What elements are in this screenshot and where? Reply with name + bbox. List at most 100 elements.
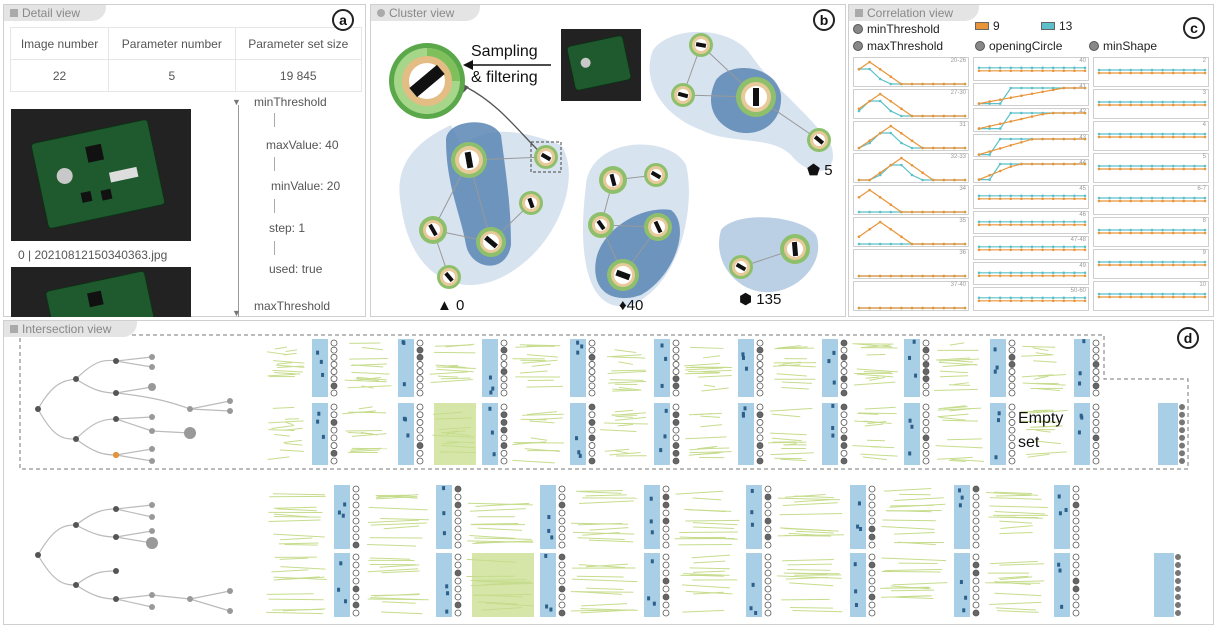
tree-tick: [274, 113, 275, 127]
legend-series-9[interactable]: 9: [975, 19, 1000, 33]
cluster-label-5: ⬟ 5: [807, 161, 833, 179]
legend-text: maxThreshold: [867, 39, 944, 53]
detail-view-panel: Detail view a Image number Parameter num…: [3, 4, 366, 318]
correlation-cell[interactable]: 2: [1093, 57, 1209, 87]
sampling-label: Sampling & filtering: [471, 39, 538, 91]
correlation-cell[interactable]: 40: [973, 57, 1089, 81]
stats-value-row: 22 5 19 845: [9, 59, 363, 92]
diamond-icon: ♦: [619, 297, 627, 314]
correlation-view-header: Correlation view: [849, 5, 980, 21]
circle-icon: [377, 9, 385, 17]
correlation-cell-label: 46: [1079, 211, 1086, 218]
cluster-value-5: 5: [824, 162, 833, 179]
correlation-cell[interactable]: 4: [1093, 121, 1209, 151]
correlation-cell-label: 8: [1202, 218, 1206, 224]
correlation-cell-label: 43: [1079, 134, 1086, 141]
correlation-cell[interactable]: 20-26: [853, 57, 969, 87]
correlation-cell[interactable]: 5: [1093, 153, 1209, 183]
cluster-label-40: ♦40: [619, 297, 643, 314]
tree-used: used: true: [269, 262, 323, 276]
correlation-cell-label: 40: [1079, 58, 1086, 64]
correlation-cell[interactable]: 43: [973, 133, 1089, 158]
intersection-icon: [10, 325, 18, 333]
correlation-cell[interactable]: 50-60: [973, 287, 1089, 311]
header-parameter-number: Parameter number: [108, 27, 236, 60]
empty-line-1: Empty: [1018, 410, 1064, 427]
legend-series-13[interactable]: 13: [1041, 19, 1072, 33]
correlation-cell[interactable]: 37-40: [853, 281, 969, 311]
collapse-arrow-icon[interactable]: ▼: [232, 308, 241, 318]
empty-set-label: Empty set: [1018, 407, 1063, 455]
image-caption: 0 | 20210812150340363.jpg: [18, 248, 168, 262]
correlation-cell[interactable]: 32-33: [853, 153, 969, 183]
correlation-cell-label: 6-7: [1197, 186, 1206, 192]
legend-minthreshold[interactable]: minThreshold: [853, 22, 940, 36]
header-image-number: Image number: [9, 27, 110, 60]
cluster-graph[interactable]: [371, 5, 847, 318]
tree-param-maxthreshold[interactable]: maxThreshold: [254, 299, 331, 313]
legend-openingcircle[interactable]: openingCircle: [975, 39, 1062, 53]
correlation-cell[interactable]: 46: [973, 210, 1089, 235]
correlation-cell-label: 9: [1202, 250, 1206, 256]
correlation-cell[interactable]: 49: [973, 261, 1089, 286]
correlation-cell[interactable]: 3: [1093, 89, 1209, 119]
tree-connector: [238, 105, 239, 317]
intersection-matrix: [266, 339, 1185, 617]
correlation-cell[interactable]: 36: [853, 249, 969, 279]
correlation-cell-label: 47-48: [1070, 237, 1086, 244]
correlation-view-badge: c: [1183, 17, 1205, 39]
correlation-cell[interactable]: 31: [853, 121, 969, 151]
sample-image-thumbnail[interactable]: [561, 29, 641, 101]
correlation-cell-label: 2: [1202, 58, 1206, 64]
correlation-cell-label: 49: [1079, 262, 1086, 269]
tree-tick: [274, 241, 275, 255]
pentagon-icon: ⬟: [807, 162, 821, 179]
correlation-cell-label: 4: [1202, 122, 1206, 128]
image-thumbnail-2[interactable]: [11, 267, 191, 317]
cluster-node-group[interactable]: [389, 33, 831, 291]
header-parameter-set-size: Parameter set size: [234, 27, 363, 60]
correlation-cell[interactable]: 41: [973, 82, 1089, 107]
stats-table: Image number Parameter number Parameter …: [9, 27, 363, 92]
collapse-arrow-icon[interactable]: ▼: [232, 97, 241, 107]
correlation-cell[interactable]: 35: [853, 217, 969, 247]
tree-maxvalue: maxValue: 40: [266, 138, 339, 152]
correlation-cell-label: 10: [1199, 282, 1206, 288]
correlation-cell-label: 41: [1079, 83, 1086, 90]
correlation-cell[interactable]: 44: [973, 159, 1089, 183]
cluster-value-0: 0: [456, 297, 465, 314]
correlation-cell-label: 20-26: [950, 58, 966, 64]
tree-param-minthreshold[interactable]: minThreshold: [254, 95, 327, 109]
correlation-cell[interactable]: 10: [1093, 281, 1209, 311]
cluster-value-135: 135: [756, 291, 782, 308]
correlation-cell[interactable]: 42: [973, 108, 1089, 132]
legend-minshape[interactable]: minShape: [1089, 39, 1157, 53]
legend-text: minThreshold: [867, 22, 940, 36]
correlation-cell-label: 27-30: [950, 90, 966, 96]
correlation-cell-label: 34: [959, 186, 966, 192]
detail-view-badge: a: [332, 9, 354, 31]
hexagon-icon: ⬢: [739, 291, 753, 308]
empty-line-2: set: [1018, 434, 1040, 451]
correlation-cell[interactable]: 45: [973, 185, 1089, 209]
correlation-cell[interactable]: 9: [1093, 249, 1209, 279]
correlation-cell-label: 45: [1079, 186, 1086, 192]
image-thumbnail-1[interactable]: [11, 109, 191, 241]
legend-maxthreshold[interactable]: maxThreshold: [853, 39, 943, 53]
correlation-cell[interactable]: 27-30: [853, 89, 969, 119]
stats-header-row: Image number Parameter number Parameter …: [9, 27, 363, 60]
cluster-view-title: Cluster view: [389, 6, 455, 20]
value-parameter-number: 5: [108, 59, 236, 92]
correlation-cell[interactable]: 47-48: [973, 236, 1089, 260]
value-parameter-set-size: 19 845: [234, 59, 363, 92]
correlation-cell[interactable]: 6-7: [1093, 185, 1209, 215]
correlation-cell[interactable]: 34: [853, 185, 969, 215]
correlation-cell-label: 32-33: [950, 154, 966, 160]
correlation-cell[interactable]: 8: [1093, 217, 1209, 247]
intersection-view-header: Intersection view: [4, 321, 138, 337]
cluster-label-135: ⬢ 135: [739, 290, 781, 308]
value-image-number: 22: [9, 59, 110, 92]
sampling-line-1: Sampling: [471, 43, 538, 60]
cluster-view-header: Cluster view: [371, 5, 481, 21]
intersection-svg[interactable]: [4, 321, 1215, 626]
